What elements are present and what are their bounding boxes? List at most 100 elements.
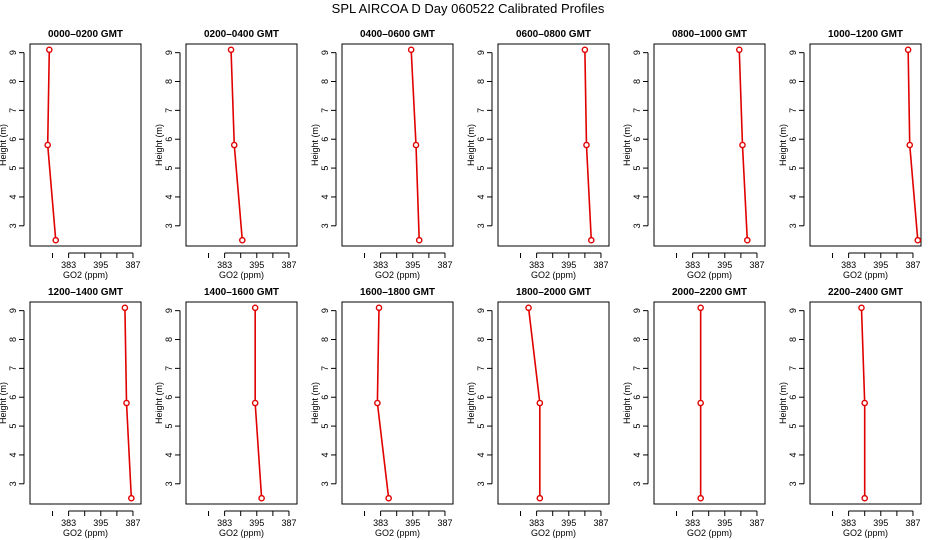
y-tick-label: 8 bbox=[476, 337, 486, 342]
profile-point bbox=[861, 494, 868, 502]
x-tick-label: 395 bbox=[93, 260, 108, 270]
panel-title: 1200–1400 GMT bbox=[48, 287, 123, 298]
y-tick-label: 3 bbox=[320, 223, 330, 228]
profile-panel: 1200–1400 GMT 383 395 387 GO2 (ppm) 3 4 5 6 7 8 9 He… bbox=[0, 287, 142, 538]
panel-title: 1800–2000 GMT bbox=[516, 287, 591, 298]
profile-point bbox=[735, 46, 743, 54]
y-tick-label: 7 bbox=[164, 108, 174, 113]
y-tick-label: 6 bbox=[476, 395, 486, 400]
y-tick-label: 3 bbox=[8, 223, 18, 228]
y-tick-label: 5 bbox=[788, 166, 798, 171]
profile-point bbox=[583, 141, 590, 149]
x-tick-label: 387 bbox=[749, 260, 764, 270]
y-tick-label: 8 bbox=[8, 79, 18, 84]
profile-point bbox=[44, 141, 51, 149]
y-tick-label: 9 bbox=[320, 308, 330, 313]
y-tick-label: 9 bbox=[632, 308, 642, 313]
x-axis-label: GO2 (ppm) bbox=[531, 270, 576, 280]
y-tick-label: 7 bbox=[476, 366, 486, 371]
profile-point bbox=[415, 236, 423, 244]
profile-panel: 0200–0400 GMT 383 395 387 GO2 (ppm) 3 4 5 6 7 8 9 He… bbox=[154, 29, 298, 280]
x-tick-label: 383 bbox=[217, 260, 232, 270]
y-tick-label: 6 bbox=[788, 395, 798, 400]
profile-panel: 0000–0200 GMT 383 395 387 GO2 (ppm) 3 4 5 6 7 8 9 He… bbox=[0, 29, 142, 280]
x-tick-label: 387 bbox=[281, 518, 296, 528]
x-tick-label: 383 bbox=[373, 260, 388, 270]
x-tick-label: 387 bbox=[281, 260, 296, 270]
plot-frame bbox=[653, 43, 766, 247]
y-tick-label: 7 bbox=[788, 366, 798, 371]
x-tick-label: 387 bbox=[437, 260, 452, 270]
y-tick-label: 8 bbox=[788, 79, 798, 84]
y-tick-label: 6 bbox=[320, 137, 330, 142]
y-tick-label: 7 bbox=[320, 108, 330, 113]
y-tick-label: 6 bbox=[320, 395, 330, 400]
profile-point bbox=[374, 399, 381, 407]
y-tick-label: 9 bbox=[164, 308, 174, 313]
y-tick-label: 8 bbox=[632, 337, 642, 342]
y-axis-label: Height (m) bbox=[154, 124, 164, 166]
profile-point bbox=[128, 494, 135, 502]
x-tick-label: 387 bbox=[593, 260, 608, 270]
x-axis-label: GO2 (ppm) bbox=[63, 528, 108, 538]
y-tick-label: 5 bbox=[8, 166, 18, 171]
profile-panel: 1600–1800 GMT 383 395 387 GO2 (ppm) 3 4 5 6 7 8 9 He… bbox=[310, 287, 454, 538]
profile-point bbox=[697, 304, 704, 312]
plot-frame bbox=[29, 43, 142, 247]
x-tick-label: 383 bbox=[529, 260, 544, 270]
y-tick-label: 4 bbox=[320, 452, 330, 457]
plot-frame bbox=[341, 43, 454, 247]
y-tick-label: 4 bbox=[632, 452, 642, 457]
y-tick-label: 6 bbox=[8, 395, 18, 400]
x-tick-label: 383 bbox=[529, 518, 544, 528]
y-tick-label: 5 bbox=[320, 166, 330, 171]
y-tick-label: 9 bbox=[476, 308, 486, 313]
x-tick-label: 383 bbox=[841, 260, 856, 270]
y-tick-label: 9 bbox=[632, 50, 642, 55]
profile-point bbox=[230, 141, 238, 149]
x-tick-label: 395 bbox=[561, 518, 576, 528]
profile-point bbox=[52, 236, 60, 244]
y-tick-label: 3 bbox=[164, 223, 174, 228]
y-tick-label: 5 bbox=[632, 424, 642, 429]
x-tick-label: 387 bbox=[437, 518, 452, 528]
profile-point bbox=[258, 494, 265, 502]
profile-point bbox=[739, 141, 746, 149]
y-tick-label: 7 bbox=[632, 108, 642, 113]
profile-point bbox=[744, 236, 751, 244]
x-tick-label: 383 bbox=[685, 260, 700, 270]
x-axis-label: GO2 (ppm) bbox=[375, 528, 420, 538]
y-tick-label: 7 bbox=[164, 366, 174, 371]
profile-point bbox=[904, 46, 912, 54]
x-tick-label: 383 bbox=[217, 518, 232, 528]
profile-point bbox=[697, 399, 704, 407]
x-tick-label: 395 bbox=[717, 518, 732, 528]
y-tick-label: 4 bbox=[164, 194, 174, 199]
profile-point bbox=[407, 46, 415, 54]
figure-title: SPL AIRCOA D Day 060522 Calibrated Profi… bbox=[331, 1, 605, 16]
x-tick-label: 387 bbox=[593, 518, 608, 528]
profile-panel: 1400–1600 GMT 383 395 387 GO2 (ppm) 3 4 5 6 7 8 9 He… bbox=[154, 287, 298, 538]
x-axis-label: GO2 (ppm) bbox=[531, 528, 576, 538]
panel-title: 2000–2200 GMT bbox=[672, 287, 747, 298]
y-tick-label: 3 bbox=[8, 481, 18, 486]
y-tick-label: 5 bbox=[164, 166, 174, 171]
y-tick-label: 3 bbox=[632, 223, 642, 228]
x-tick-label: 387 bbox=[125, 518, 140, 528]
plot-frame bbox=[809, 43, 922, 247]
profile-point bbox=[123, 399, 130, 407]
profile-point bbox=[697, 494, 704, 502]
panel-title: 2200–2400 GMT bbox=[828, 287, 903, 298]
plot-frame bbox=[653, 301, 766, 505]
y-tick-label: 9 bbox=[476, 50, 486, 55]
x-axis-label: GO2 (ppm) bbox=[843, 270, 888, 280]
profile-point bbox=[858, 304, 865, 312]
y-tick-label: 4 bbox=[8, 452, 18, 457]
panel-title: 1000–1200 GMT bbox=[828, 29, 903, 40]
x-tick-label: 395 bbox=[873, 260, 888, 270]
profile-point bbox=[581, 46, 589, 54]
y-tick-label: 5 bbox=[164, 424, 174, 429]
plot-frame bbox=[185, 301, 298, 505]
profile-point bbox=[251, 304, 259, 312]
